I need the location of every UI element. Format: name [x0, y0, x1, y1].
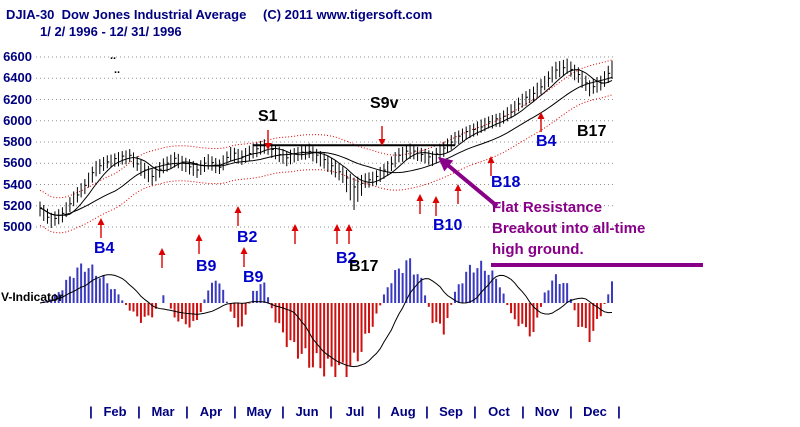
buy-arrow-icon — [195, 234, 203, 241]
month-label: Feb — [103, 404, 127, 419]
signal-label-S1: S1 — [258, 108, 278, 125]
y-axis-label: 6600 — [3, 49, 32, 64]
month-label: Jun — [295, 404, 319, 419]
buy-arrow-icon — [345, 224, 353, 231]
signal-label-B9: B9 — [243, 269, 264, 286]
month-separator: | — [137, 404, 141, 419]
month-separator: | — [281, 404, 285, 419]
annotation-text: Flat Resistance Breakout into all-time h… — [492, 197, 645, 260]
signal-label-: .. — [110, 50, 117, 62]
buy-arrow-icon — [333, 224, 341, 231]
v-indicator-histogram — [39, 258, 613, 377]
month-label: May — [246, 404, 272, 419]
buy-arrow-icon — [537, 112, 545, 119]
y-axis-label: 6200 — [3, 92, 32, 107]
month-label: Nov — [534, 404, 560, 419]
buy-arrow-icon — [454, 184, 462, 191]
signal-label-B18: B18 — [491, 174, 521, 191]
sell-arrow-icon — [378, 139, 386, 146]
upper-band — [39, 59, 613, 199]
buy-arrow-icon — [97, 218, 105, 225]
y-axis-label: 5600 — [3, 155, 32, 170]
buy-arrow-icon — [240, 247, 248, 254]
lower-band — [39, 94, 613, 234]
month-separator: | — [521, 404, 525, 419]
breakout-arrow-icon — [438, 157, 454, 172]
month-label: Aug — [390, 404, 416, 419]
y-axis-label: 5000 — [3, 219, 32, 234]
buy-arrow-icon — [432, 196, 440, 203]
month-separator: | — [473, 404, 477, 419]
month-separator: | — [233, 404, 237, 419]
signal-label-B4: B4 — [94, 240, 115, 257]
month-label: Jul — [345, 404, 365, 419]
sell-arrow-icon — [264, 143, 272, 150]
signal-label-B4: B4 — [536, 133, 557, 150]
annotation-line-1: Flat Resistance — [492, 199, 603, 216]
chart-title: DJIA-30 Dow Jones Industrial Average — [6, 7, 247, 22]
copyright-notice: (C) 2011 www.tigersoft.com — [263, 7, 433, 22]
annotation-line-3: high ground. — [492, 241, 584, 258]
y-axis-label: 5200 — [3, 198, 32, 213]
trading-bands — [39, 59, 613, 234]
signal-label-B2: B2 — [336, 250, 357, 267]
month-separator: | — [617, 404, 621, 419]
signal-label-B17: B17 — [577, 123, 607, 140]
y-axis-label: 5400 — [3, 177, 32, 192]
y-axis-label: 5800 — [3, 134, 32, 149]
v-indicator-label: V-Indicator — [1, 290, 64, 304]
signal-label-B9: B9 — [196, 258, 217, 275]
signal-label-B17: B17 — [349, 258, 379, 275]
moving-averages — [39, 69, 613, 216]
v-indicator-signal-line — [39, 274, 613, 368]
gridlines — [36, 56, 614, 228]
signal-label-S9v: S9v — [370, 95, 399, 112]
breakout-annotation-graphics — [438, 157, 703, 267]
buy-arrow-icon — [291, 224, 299, 231]
price-bars — [39, 58, 613, 228]
buy-arrow-icon — [416, 194, 424, 201]
month-separator: | — [425, 404, 429, 419]
month-label: Oct — [488, 404, 510, 419]
month-separator: | — [89, 404, 93, 419]
month-separator: | — [185, 404, 189, 419]
month-separator: | — [377, 404, 381, 419]
signal-label-: .. — [114, 64, 121, 76]
annotation-line-2: Breakout into all-time — [492, 220, 646, 237]
signal-arrows — [97, 112, 545, 268]
x-axis-month-labels: | Feb | Mar | Apr | May | Jun | Jul | Aug | Sep | Oct | Nov… — [85, 404, 625, 419]
buy-arrow-icon — [234, 206, 242, 213]
y-axis-label: 6400 — [3, 70, 32, 85]
chart-date-range: 1/ 2/ 1996 - 12/ 31/ 1996 — [40, 24, 182, 39]
signal-label-B2: B2 — [237, 229, 258, 246]
buy-arrow-icon — [158, 248, 166, 255]
month-label: Mar — [151, 404, 175, 419]
signal-label-B10: B10 — [433, 217, 463, 234]
month-separator: | — [329, 404, 333, 419]
buy-arrow-icon — [487, 156, 495, 163]
y-axis-label: 6000 — [3, 113, 32, 128]
month-label: Apr — [199, 404, 223, 419]
month-separator: | — [569, 404, 573, 419]
month-label: Sep — [439, 404, 463, 419]
annotation-underline — [491, 263, 703, 267]
month-label: Dec — [583, 404, 607, 419]
short-ma-line — [39, 69, 613, 216]
long-ma-line — [39, 76, 613, 216]
